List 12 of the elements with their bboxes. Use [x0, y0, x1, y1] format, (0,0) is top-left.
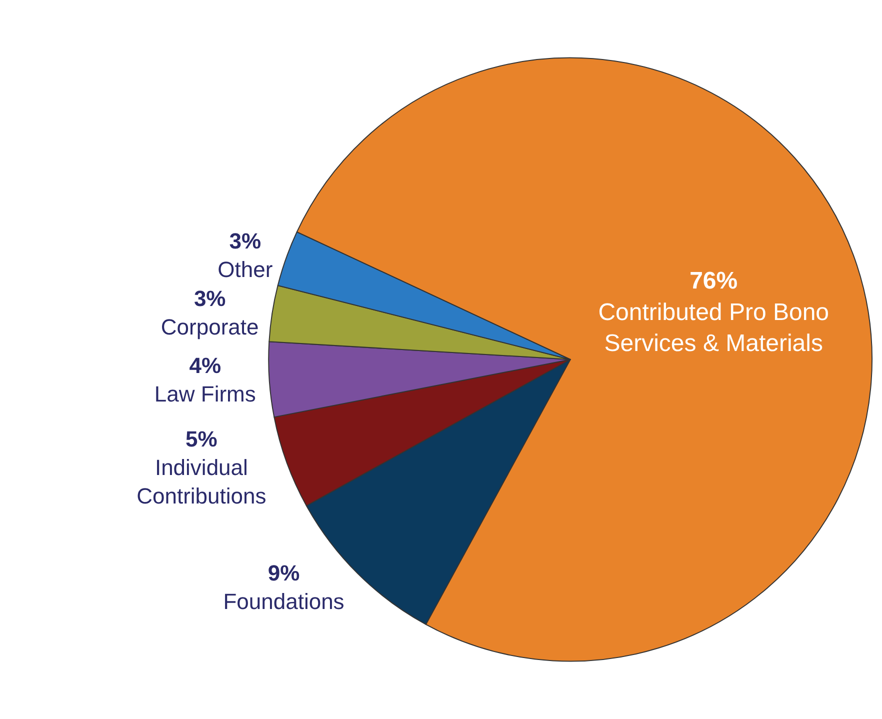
data-label: 3%: [229, 228, 262, 254]
slice-label: Individual Contributions: [136, 454, 266, 509]
data-label: 5%: [186, 426, 218, 452]
data-label: 76%: [690, 268, 738, 295]
slice-label: Contributed Pro Bono Services & Materials: [598, 298, 830, 358]
slice-label: Other: [218, 257, 273, 282]
slice-label: Foundations: [223, 588, 344, 614]
data-label: 9%: [268, 560, 300, 586]
data-label: 3%: [194, 286, 226, 311]
data-label: 4%: [189, 352, 222, 378]
slice-label: Law Firms: [154, 381, 256, 406]
slice-label: Corporate: [160, 314, 259, 340]
